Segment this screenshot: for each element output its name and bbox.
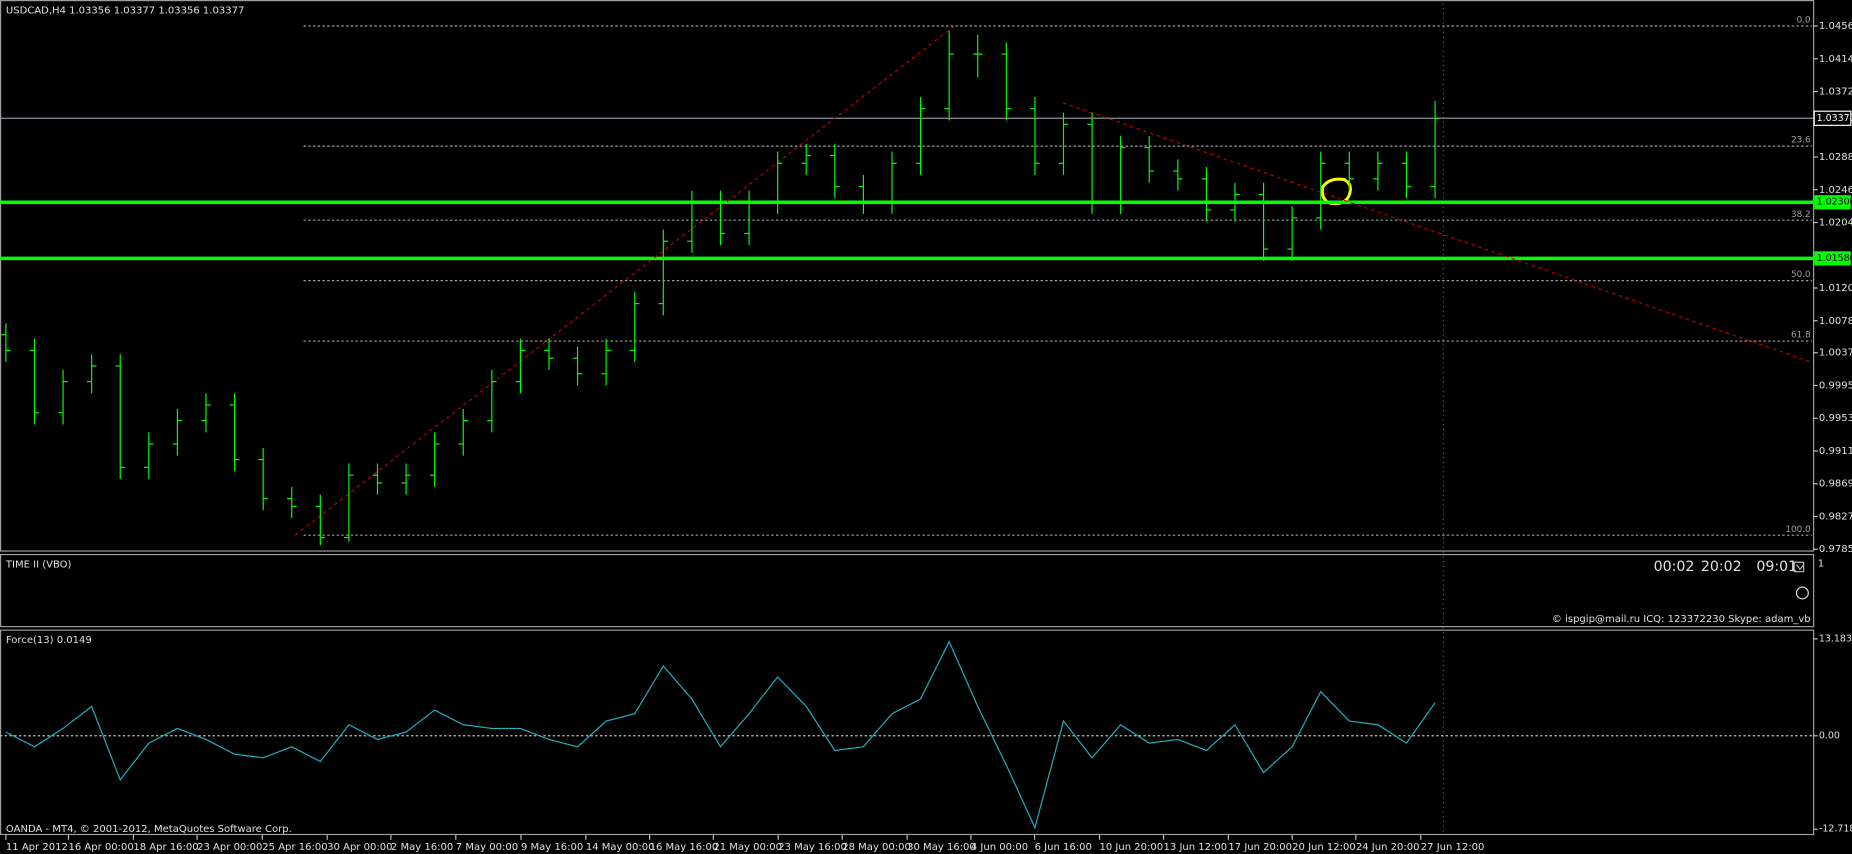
time-value: 09:01	[1756, 559, 1797, 575]
y-tick-label: 1.00780	[1819, 316, 1852, 327]
x-tick-label: 16 May 16:00	[650, 842, 719, 853]
fib-label: 0.0	[1797, 16, 1811, 26]
y-tick-label: 1.01200	[1819, 283, 1852, 294]
y-tick-label: 1.04560	[1819, 21, 1852, 32]
x-tick-label: 24 Jun 20:00	[1356, 842, 1420, 853]
x-tick-label: 16 Apr 00:00	[69, 842, 134, 853]
x-tick-label: 23 May 16:00	[778, 842, 847, 853]
chart-title: USDCAD,H4 1.03356 1.03377 1.03356 1.0337…	[6, 6, 244, 17]
fib-label: 100.0	[1785, 525, 1811, 535]
time-value: 00:02	[1654, 559, 1695, 575]
x-tick-label: 4 Jun 00:00	[971, 842, 1028, 853]
level-label: 1.02300	[1817, 197, 1852, 208]
fib-label: 61.8	[1791, 331, 1811, 341]
x-tick-label: 23 Apr 00:00	[197, 842, 262, 853]
x-tick-label: 27 Jun 12:00	[1421, 842, 1485, 853]
fib-label: 23.6	[1791, 136, 1811, 146]
x-tick-label: 2 May 16:00	[391, 842, 453, 853]
y-tick-label: 1.02880	[1819, 152, 1852, 163]
indicator-credit: © ispgip@mail.ru ICQ: 123372230 Skype: a…	[1552, 614, 1811, 625]
x-tick-label: 30 Apr 00:00	[327, 842, 392, 853]
x-tick-label: 18 Apr 16:00	[133, 842, 198, 853]
force-panel-border	[0, 629, 1815, 836]
main-panel-border	[0, 0, 1815, 552]
annotation-circle	[1320, 177, 1352, 206]
y-tick-label: 1.00370	[1819, 348, 1852, 359]
time-value: 20:02	[1701, 559, 1742, 575]
indicator-scale-label: 1	[1818, 558, 1824, 569]
y-tick-label: 1.04140	[1819, 54, 1852, 65]
x-tick-label: 30 May 16:00	[907, 842, 976, 853]
force-title: Force(13) 0.0149	[6, 635, 92, 646]
footer: OANDA - MT4, © 2001-2012, MetaQuotes Sof…	[6, 824, 292, 835]
trendline	[1062, 102, 1814, 364]
current-price-label: 1.03377	[1817, 113, 1852, 124]
x-tick-label: 25 Apr 16:00	[262, 842, 327, 853]
y-tick-label: 0.99530	[1819, 413, 1852, 424]
level-label: 1.01580	[1817, 253, 1852, 264]
y-tick-label: 0.99950	[1819, 381, 1852, 392]
x-tick-label: 10 Jun 20:00	[1099, 842, 1163, 853]
y-tick-label: 1.02040	[1819, 218, 1852, 229]
x-tick-label: 7 May 00:00	[456, 842, 518, 853]
fib-label: 38.2	[1791, 210, 1811, 220]
force-line	[5, 640, 1436, 830]
x-tick-label: 9 May 16:00	[521, 842, 583, 853]
x-tick-label: 13 Jun 12:00	[1164, 842, 1228, 853]
y-tick-label: 0.97850	[1819, 544, 1852, 555]
y-tick-label: 1.03720	[1819, 87, 1852, 98]
x-tick-label: 6 Jun 16:00	[1035, 842, 1092, 853]
x-tick-label: 21 May 00:00	[713, 842, 782, 853]
y-tick-label: -12.7180	[1819, 824, 1852, 835]
y-tick-label: 0.98270	[1819, 512, 1852, 523]
y-tick-label: 0.99110	[1819, 446, 1852, 457]
x-tick-label: 17 Jun 20:00	[1228, 842, 1292, 853]
fib-label: 50.0	[1791, 270, 1811, 280]
y-tick-label: 1.02460	[1819, 185, 1852, 196]
x-tick-label: 11 Apr 2012	[6, 842, 68, 853]
current-price-box	[1813, 110, 1852, 126]
y-tick-label: 0.00	[1819, 730, 1840, 741]
indicator-icon	[1795, 586, 1809, 600]
indicator-title: TIME II (VBO)	[5, 560, 72, 571]
level-box	[1814, 195, 1851, 210]
x-tick-label: 20 Jun 12:00	[1292, 842, 1356, 853]
y-tick-label: 13.1831	[1819, 633, 1852, 644]
time-panel-border	[0, 553, 1815, 628]
x-tick-label: 28 May 00:00	[842, 842, 911, 853]
indicator-icon	[1793, 561, 1805, 573]
y-tick-label: 0.98690	[1819, 479, 1852, 490]
level-box	[1814, 251, 1851, 266]
x-tick-label: 14 May 00:00	[586, 842, 655, 853]
